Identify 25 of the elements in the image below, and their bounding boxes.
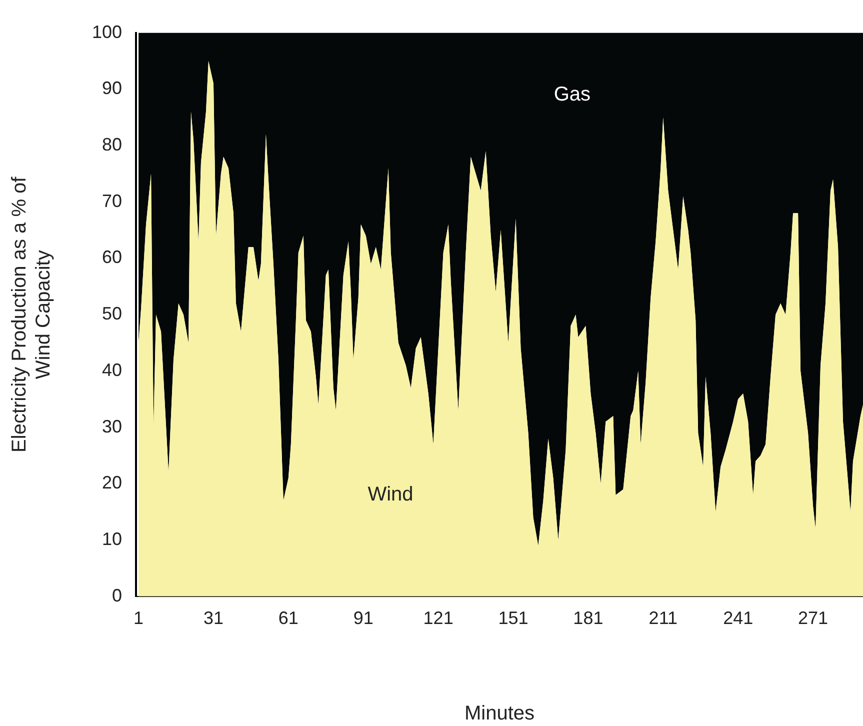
- x-tick-label: 271: [798, 608, 828, 628]
- y-tick-label: 20: [102, 472, 122, 493]
- y-tick-label: 60: [102, 247, 122, 268]
- x-tick-label: 121: [423, 608, 454, 628]
- x-tick-label: 241: [723, 608, 754, 628]
- x-tick-label: 1: [134, 608, 144, 628]
- y-tick-label: 70: [102, 190, 122, 211]
- x-tick-label: 151: [498, 608, 528, 628]
- x-tick-label: 61: [278, 608, 298, 628]
- y-tick-label: 100: [92, 22, 122, 42]
- y-tick-label: 40: [102, 360, 122, 380]
- y-tick-label: 10: [102, 529, 122, 550]
- y-tick-label: 80: [102, 134, 122, 154]
- x-tick-label: 211: [648, 608, 678, 628]
- y-axis-title: Electricity Production as a % of Wind Capacity: [8, 176, 55, 452]
- y-tick-label: 0: [112, 585, 122, 606]
- series-label: Wind: [368, 483, 414, 506]
- x-tick-label: 91: [353, 608, 374, 628]
- series-label: Gas: [554, 83, 591, 106]
- y-tick-label: 30: [102, 416, 122, 436]
- x-tick-label: 31: [203, 608, 224, 628]
- x-tick-label: 181: [573, 608, 604, 628]
- y-tick-label: 50: [102, 304, 122, 324]
- x-axis-title: Minutes: [464, 702, 535, 725]
- y-tick-label: 90: [102, 78, 122, 98]
